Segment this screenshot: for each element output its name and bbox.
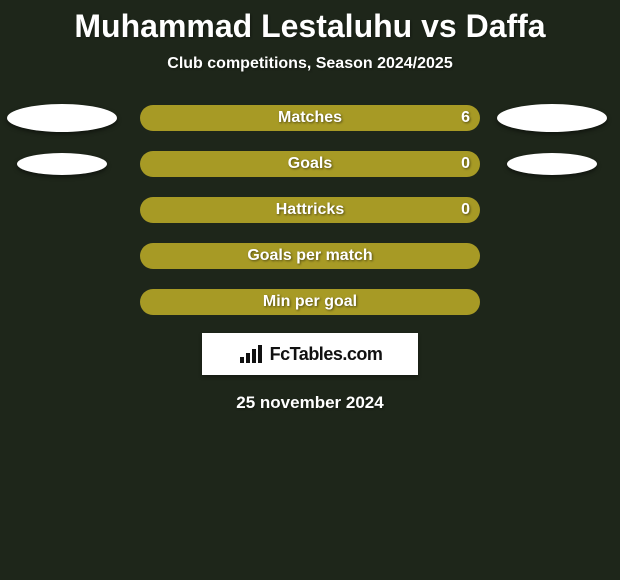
stat-bar: Hattricks0 (140, 197, 480, 223)
logo-text: FcTables.com (270, 344, 383, 365)
stat-row: Goals per match (10, 243, 610, 269)
date-text: 25 november 2024 (0, 393, 620, 413)
stat-rows: Matches6Goals0Hattricks0Goals per matchM… (0, 105, 620, 315)
stat-bar: Goals per match (140, 243, 480, 269)
page-title: Muhammad Lestaluhu vs Daffa (0, 0, 620, 45)
bar-label: Matches (140, 105, 480, 131)
stat-row: Matches6 (10, 105, 610, 131)
stat-bar: Goals0 (140, 151, 480, 177)
bar-label: Goals (140, 151, 480, 177)
bar-label: Goals per match (140, 243, 480, 269)
left-ellipse (17, 153, 107, 175)
bar-value: 0 (461, 151, 470, 177)
comparison-infographic: Muhammad Lestaluhu vs Daffa Club competi… (0, 0, 620, 580)
stat-row: Hattricks0 (10, 197, 610, 223)
bars-icon (238, 343, 264, 365)
right-ellipse (507, 153, 597, 175)
bar-label: Hattricks (140, 197, 480, 223)
stat-row: Min per goal (10, 289, 610, 315)
logo-box: FcTables.com (202, 333, 418, 375)
bar-value: 0 (461, 197, 470, 223)
bar-value: 6 (461, 105, 470, 131)
stat-row: Goals0 (10, 151, 610, 177)
bar-label: Min per goal (140, 289, 480, 315)
left-ellipse (7, 104, 117, 132)
stat-bar: Matches6 (140, 105, 480, 131)
right-ellipse (497, 104, 607, 132)
page-subtitle: Club competitions, Season 2024/2025 (0, 55, 620, 73)
stat-bar: Min per goal (140, 289, 480, 315)
